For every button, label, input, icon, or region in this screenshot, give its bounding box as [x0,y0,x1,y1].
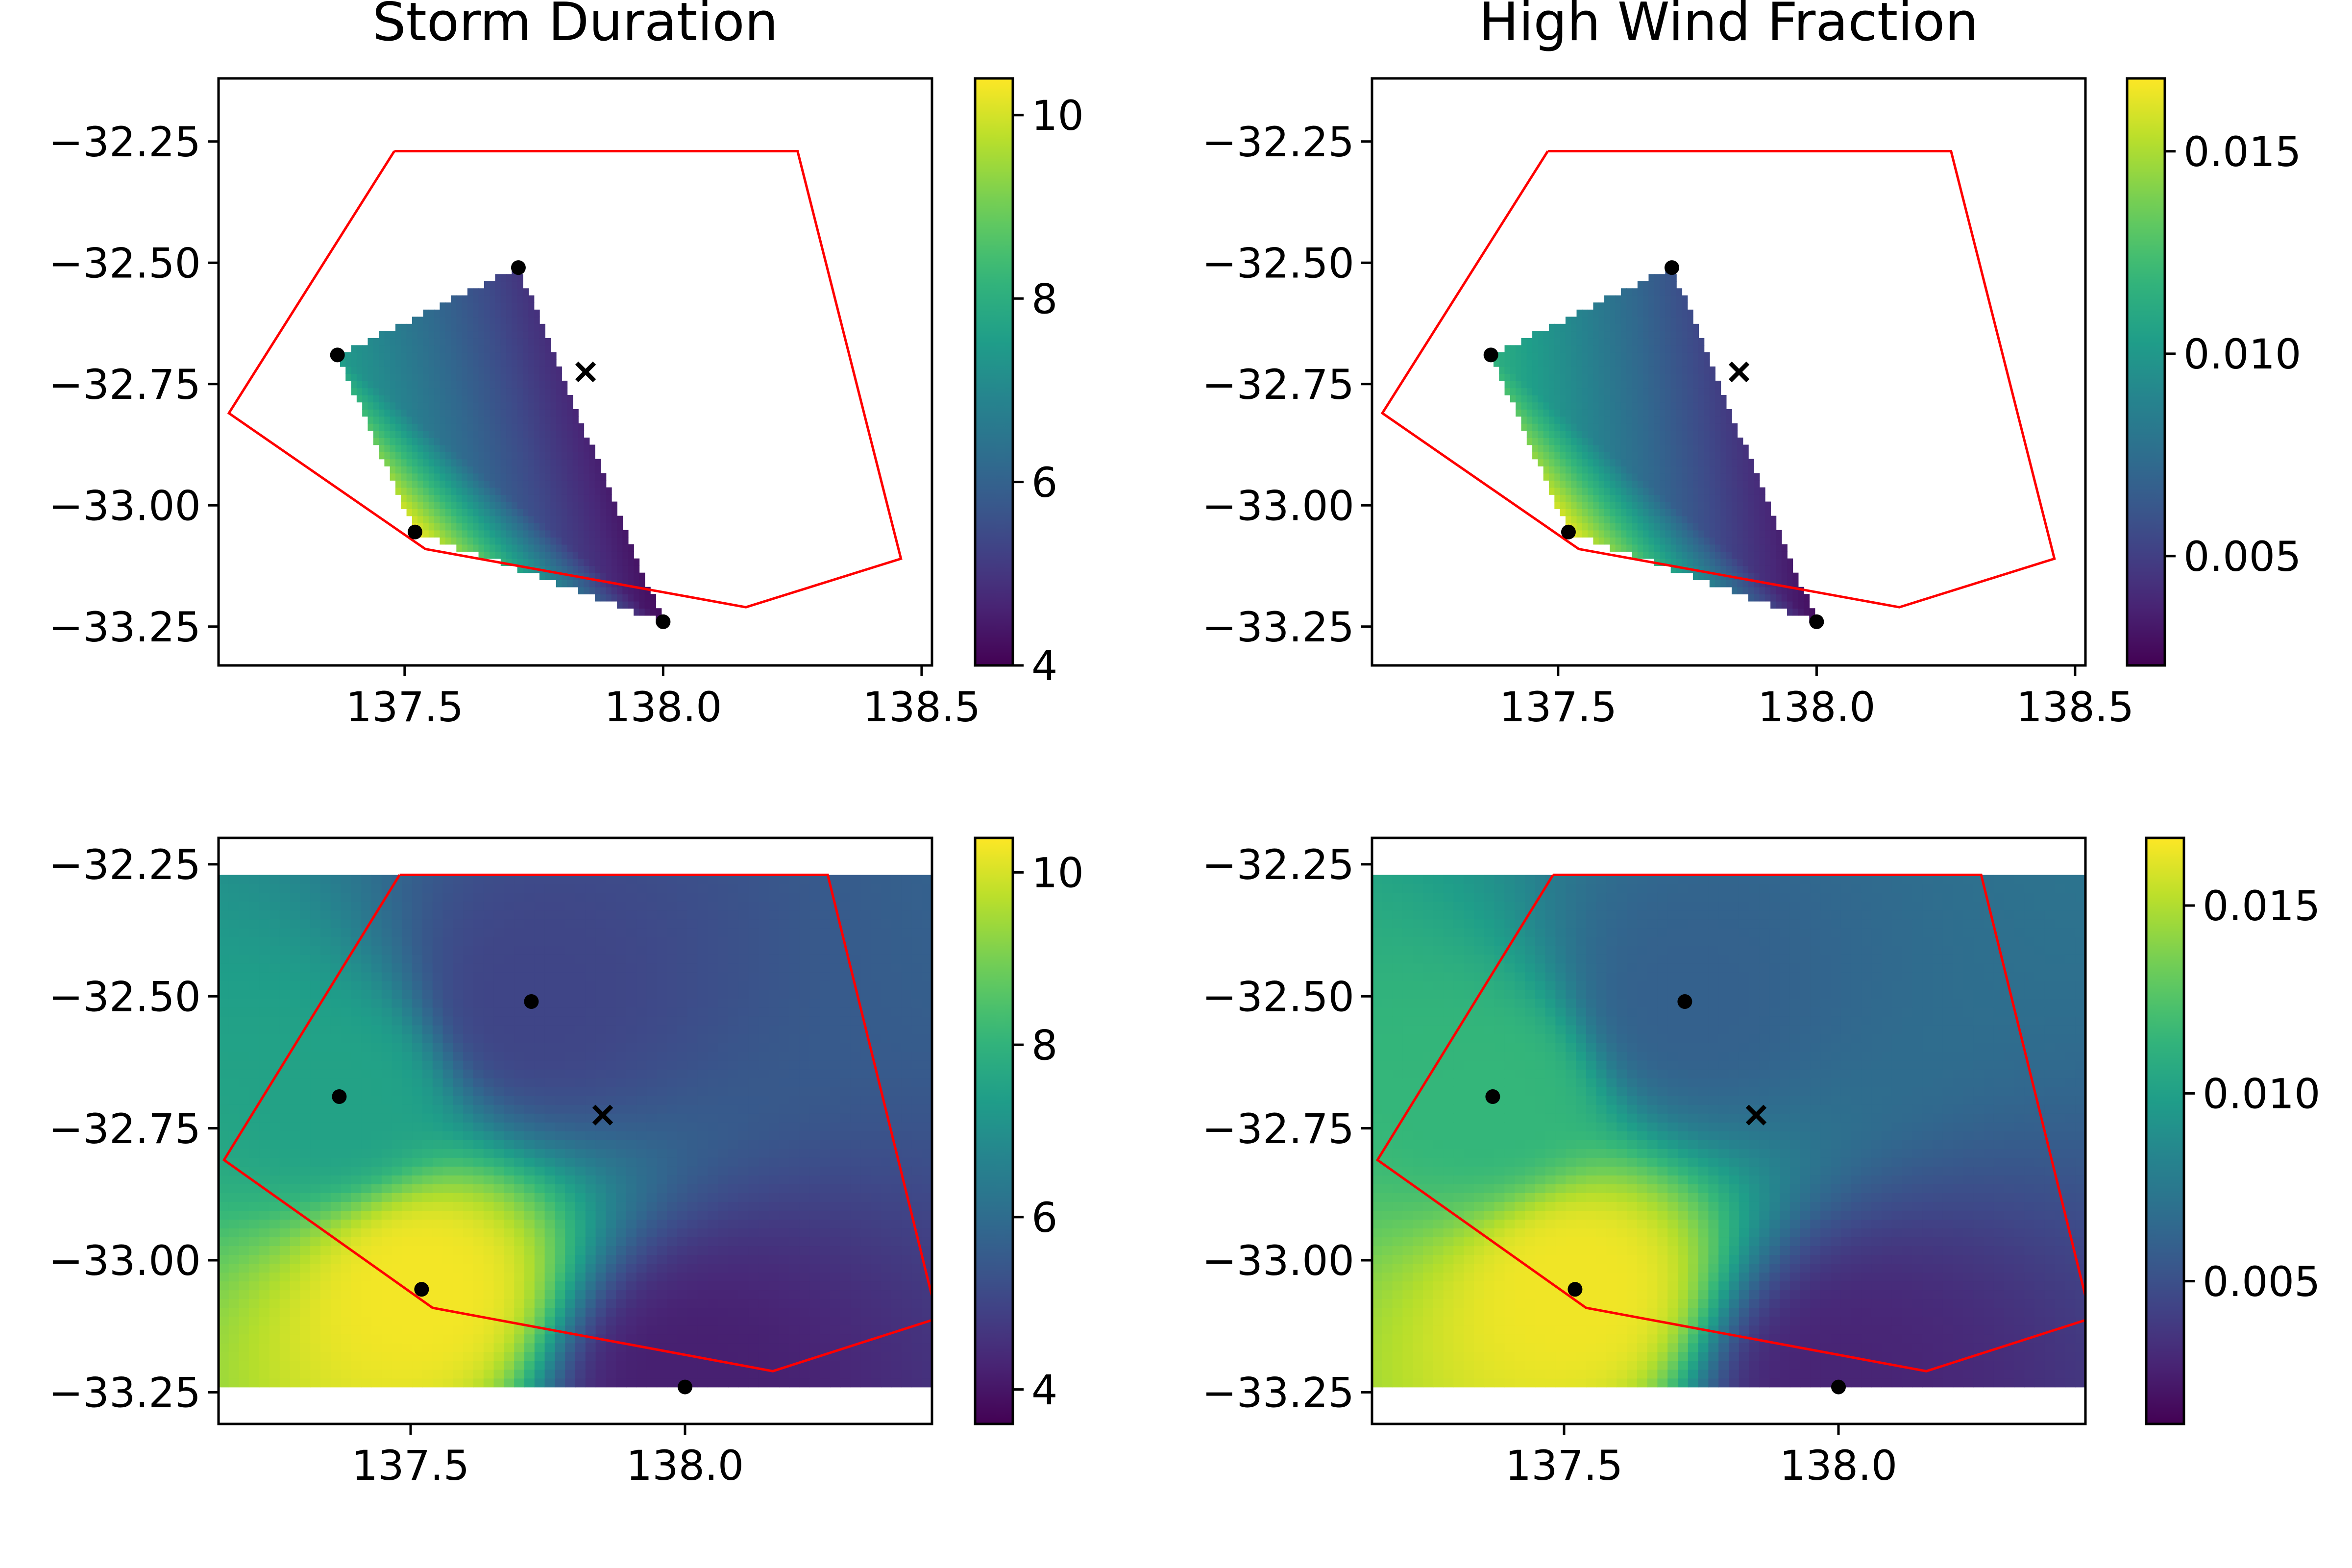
heatmap-field [1372,873,2085,1395]
station-point-2 [330,347,345,363]
y-tick-label: −33.25 [49,603,201,651]
heatmap-field [227,150,903,629]
station-point-2 [1485,1089,1500,1104]
y-tick-label: −33.00 [1202,1237,1354,1285]
colorbar-tick-label: 8 [1031,1021,1057,1069]
colorbar-tick-label: 8 [1031,275,1057,323]
colorbar: 4 6 8 10 [974,836,1084,1425]
y-tick-label: −32.25 [1202,841,1354,889]
colorbar-tick-label: 0.005 [2203,1258,2320,1306]
station-point-1 [1677,994,1692,1009]
panel-3: 137.5 138.0 −32.25 −32.50 −32.75 −33.00 −33.25… [49,836,1084,1490]
y-tick-label: −32.50 [1202,973,1354,1021]
target-x-marker [1745,1104,1767,1126]
station-point-4 [656,614,671,629]
y-tick-label: −32.25 [49,841,201,889]
colorbar-tick-label: 0.015 [2203,882,2320,930]
colorbar-tick-label: 0.005 [2183,533,2301,581]
colorbar-tick-label: 6 [1031,459,1057,507]
y-tick-label: −32.75 [49,1105,201,1153]
colorbar: 0.005 0.010 0.015 [2126,77,2301,667]
y-tick-label: −33.25 [1202,603,1354,651]
boundary-polygon [1375,873,2085,1372]
station-point-3 [1568,1282,1583,1297]
station-point-4 [678,1379,692,1395]
y-tick-label: −33.00 [1202,482,1354,530]
x-tick-label: 137.5 [1505,1442,1623,1490]
station-point-2 [332,1089,347,1104]
colorbar-tick-label: 6 [1031,1194,1057,1242]
colorbar-tick-label: 10 [1031,849,1084,897]
colorbar: 4 6 8 10 [974,77,1084,690]
panel-2: High Wind Fraction 137.5 138.0 138.5 −32.25 −… [1202,0,2301,731]
x-tick-label: 137.5 [1499,683,1617,731]
y-tick-label: −33.00 [49,482,201,530]
axes-frame [1371,836,2087,1425]
y-tick-label: −32.75 [49,361,201,409]
boundary-polygon [222,873,932,1372]
x-tick-label: 138.0 [1758,683,1875,731]
colorbar-tick-label: 0.010 [2183,330,2301,378]
station-point-1 [524,994,539,1009]
boundary-polygon [227,150,903,609]
colorbar-tick-label: 4 [1031,1366,1057,1414]
x-tick-label: 138.0 [626,1442,744,1490]
station-point-4 [1809,614,1824,629]
station-point-3 [1561,524,1576,539]
colorbar-tick-label: 4 [1031,642,1057,690]
target-x-marker [592,1104,613,1126]
panel-title: Storm Duration [372,0,778,53]
station-point-1 [1664,260,1679,275]
target-x-marker [575,361,596,383]
station-point-2 [1483,347,1498,363]
colorbar: 0.005 0.010 0.015 [2145,836,2320,1425]
station-point-1 [511,260,526,275]
station-point-3 [414,1282,429,1297]
y-tick-label: −32.25 [1202,118,1354,166]
y-tick-label: −32.75 [1202,1105,1354,1153]
colorbar-tick-label: 0.010 [2203,1070,2320,1118]
panel-title: High Wind Fraction [1479,0,1978,53]
panel-4: 137.5 138.0 −32.25 −32.50 −32.75 −33.00 −33.25… [1202,836,2320,1490]
colorbar-tick-label: 10 [1031,92,1084,140]
x-tick-label: 137.5 [346,683,464,731]
station-point-4 [1831,1379,1846,1395]
heatmap-field [1380,150,2056,629]
y-tick-label: −32.50 [1202,239,1354,287]
heatmap-field [219,873,932,1395]
y-tick-label: −32.75 [1202,361,1354,409]
boundary-polygon [1380,150,2056,609]
x-tick-label: 138.0 [604,683,722,731]
axes-frame [217,836,933,1425]
panel-1: Storm Duration 137.5 138.0 138.5 −32.25 −32.5… [49,0,1084,731]
y-tick-label: −32.50 [49,239,201,287]
y-tick-label: −33.25 [49,1369,201,1417]
colorbar-tick-label: 0.015 [2183,128,2301,176]
target-x-marker [1728,361,1750,383]
x-tick-label: 138.0 [1780,1442,1897,1490]
x-tick-label: 137.5 [352,1442,469,1490]
x-tick-label: 138.5 [2016,683,2134,731]
station-point-3 [407,524,422,539]
x-tick-label: 138.5 [863,683,980,731]
axes-frame [217,77,933,667]
y-tick-label: −32.50 [49,973,201,1021]
y-tick-label: −33.25 [1202,1369,1354,1417]
y-tick-label: −32.25 [49,118,201,166]
y-tick-label: −33.00 [49,1237,201,1285]
axes-frame [1371,77,2087,667]
